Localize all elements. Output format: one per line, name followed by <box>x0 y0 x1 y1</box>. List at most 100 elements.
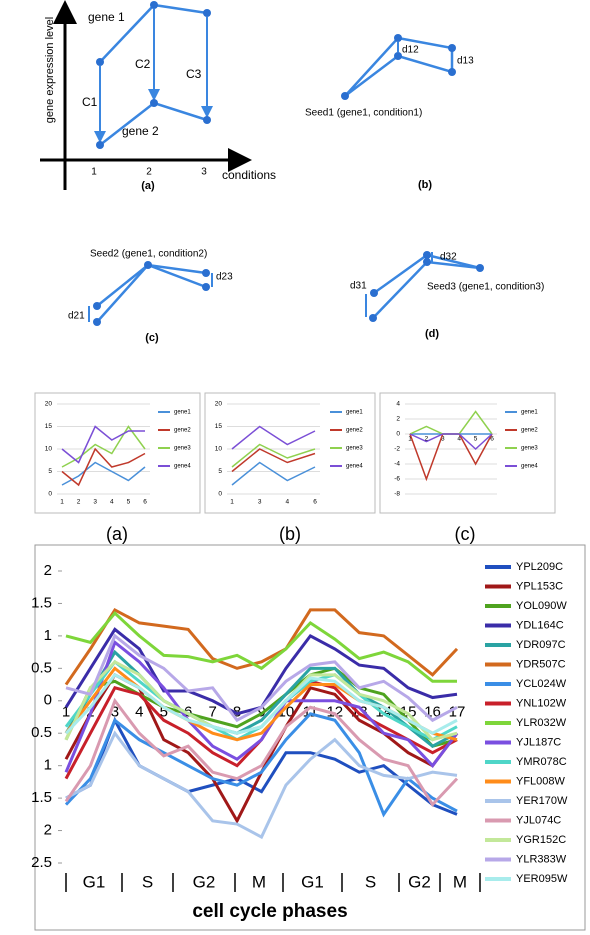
label: d23 <box>216 272 233 283</box>
y-tick-label: -8 <box>394 491 400 498</box>
x-tick-label: 5 <box>160 704 168 721</box>
series-line <box>409 410 493 435</box>
seed: Seed3 (gene1, condition3) <box>427 282 544 293</box>
phase-label: S <box>142 872 153 891</box>
x-tick-label: 3 <box>111 704 119 721</box>
phase-label: G2 <box>193 872 216 891</box>
label: C1 <box>82 95 98 109</box>
x-tick-label: 1 <box>408 436 412 443</box>
x-tick-label: 5 <box>474 436 478 443</box>
legend-label: YFL008W <box>516 775 566 787</box>
panel <box>379 392 556 514</box>
y-tick-label: 20 <box>45 401 53 408</box>
seed: Seed2 (gene1, condition2) <box>90 249 207 260</box>
y-tick-label: -2 <box>394 446 400 453</box>
diagram-a: gene 1 gene 2 C1 C2 C3 gene expression l… <box>40 0 276 192</box>
legend-label: gene2 <box>521 428 538 434</box>
legend-label: YPL209C <box>516 561 563 573</box>
legend-label: YMR078C <box>516 756 567 768</box>
y-tick-label: 2 <box>44 822 52 839</box>
legend-label: gene1 <box>346 410 363 416</box>
label: d32 <box>440 252 457 263</box>
phase-label: S <box>365 872 376 891</box>
x-tick-label: 6 <box>313 499 317 506</box>
legend-label: YDR097C <box>516 639 566 651</box>
y-tick-label: 0.5 <box>31 659 52 676</box>
phase-label: G1 <box>301 872 324 891</box>
tick: 2 <box>146 167 152 178</box>
series-line <box>65 611 457 683</box>
y-tick-label: 2 <box>44 562 52 579</box>
legend-label: gene3 <box>521 446 538 452</box>
legend-label: YCL024W <box>516 678 567 690</box>
x-tick-label: 2 <box>425 436 429 443</box>
label: d13 <box>457 56 474 67</box>
y-tick-label: 1.5 <box>31 789 52 806</box>
x-tick-label: 4 <box>135 704 143 721</box>
legend-label: YJL074C <box>516 814 561 826</box>
y-tick-label: 0 <box>396 431 400 438</box>
legend-label: YJL187C <box>516 736 561 748</box>
y-tick-label: 5 <box>48 468 52 475</box>
series-line <box>64 672 458 735</box>
x-tick-label: 7 <box>208 704 216 721</box>
label: C2 <box>135 57 151 71</box>
seed: Seed1 (gene1, condition1) <box>305 108 422 119</box>
label: d31 <box>350 281 367 292</box>
legend-label: gene3 <box>174 446 191 452</box>
y-tick-label: 2 <box>396 416 400 423</box>
phase-label: M <box>453 872 467 891</box>
y-tick-label: 15 <box>215 423 223 430</box>
legend-label: YLR032W <box>516 717 567 729</box>
diagram-b: d12 d13 Seed1 (gene1, condition1) (b) <box>305 34 474 191</box>
y-tick-label: 10 <box>45 446 53 453</box>
y-tick-label: 1 <box>44 757 52 774</box>
series-line <box>65 716 458 816</box>
label: C3 <box>186 67 202 81</box>
tick: 1 <box>91 167 97 178</box>
y-tick-label: 1.5 <box>31 594 52 611</box>
y-tick-label: 0.5 <box>31 724 52 741</box>
x-label: conditions <box>222 168 276 182</box>
legend-label: gene4 <box>346 464 363 470</box>
series-line <box>231 443 316 468</box>
legend-label: YPL153C <box>516 580 563 592</box>
legend-label: YDL164C <box>516 619 564 631</box>
legend-label: gene2 <box>174 428 191 434</box>
caption: (d) <box>425 328 439 340</box>
legend-label: YOL090W <box>516 600 567 612</box>
x-tick-label: 1 <box>230 499 234 506</box>
diagram-d: d32 d31 Seed3 (gene1, condition3) (d) <box>350 251 544 340</box>
y-label: gene expression level <box>44 17 56 123</box>
y-tick-label: 5 <box>218 468 222 475</box>
x-axis-label: cell cycle phases <box>192 901 347 922</box>
series-line <box>64 712 458 818</box>
caption: (b) <box>279 524 301 544</box>
caption: (b) <box>418 179 432 191</box>
x-tick-label: 4 <box>110 499 114 506</box>
phase-label: G1 <box>83 872 106 891</box>
panel <box>204 392 376 514</box>
series-line <box>64 649 458 748</box>
label: d21 <box>68 311 85 322</box>
x-tick-label: 6 <box>490 436 494 443</box>
label: gene 2 <box>122 124 159 138</box>
y-tick-label: 2.5 <box>31 854 52 871</box>
legend-label: YGR152C <box>516 834 566 846</box>
series-line <box>64 666 458 748</box>
y-tick-label: 20 <box>215 401 223 408</box>
x-tick-label: 3 <box>93 499 97 506</box>
y-tick-label: 0 <box>48 491 52 498</box>
x-tick-label: 4 <box>286 499 290 506</box>
series-line <box>61 425 145 464</box>
series-line <box>65 633 458 723</box>
series-line <box>409 433 493 482</box>
legend-label: YER170W <box>516 795 568 807</box>
legend-label: gene1 <box>174 410 191 416</box>
x-tick-label: 3 <box>441 436 445 443</box>
label: d12 <box>402 45 419 56</box>
x-tick-label: 3 <box>258 499 262 506</box>
x-tick-label: 17 <box>449 704 466 721</box>
series-line <box>231 461 316 486</box>
legend-label: YNL102W <box>516 697 567 709</box>
